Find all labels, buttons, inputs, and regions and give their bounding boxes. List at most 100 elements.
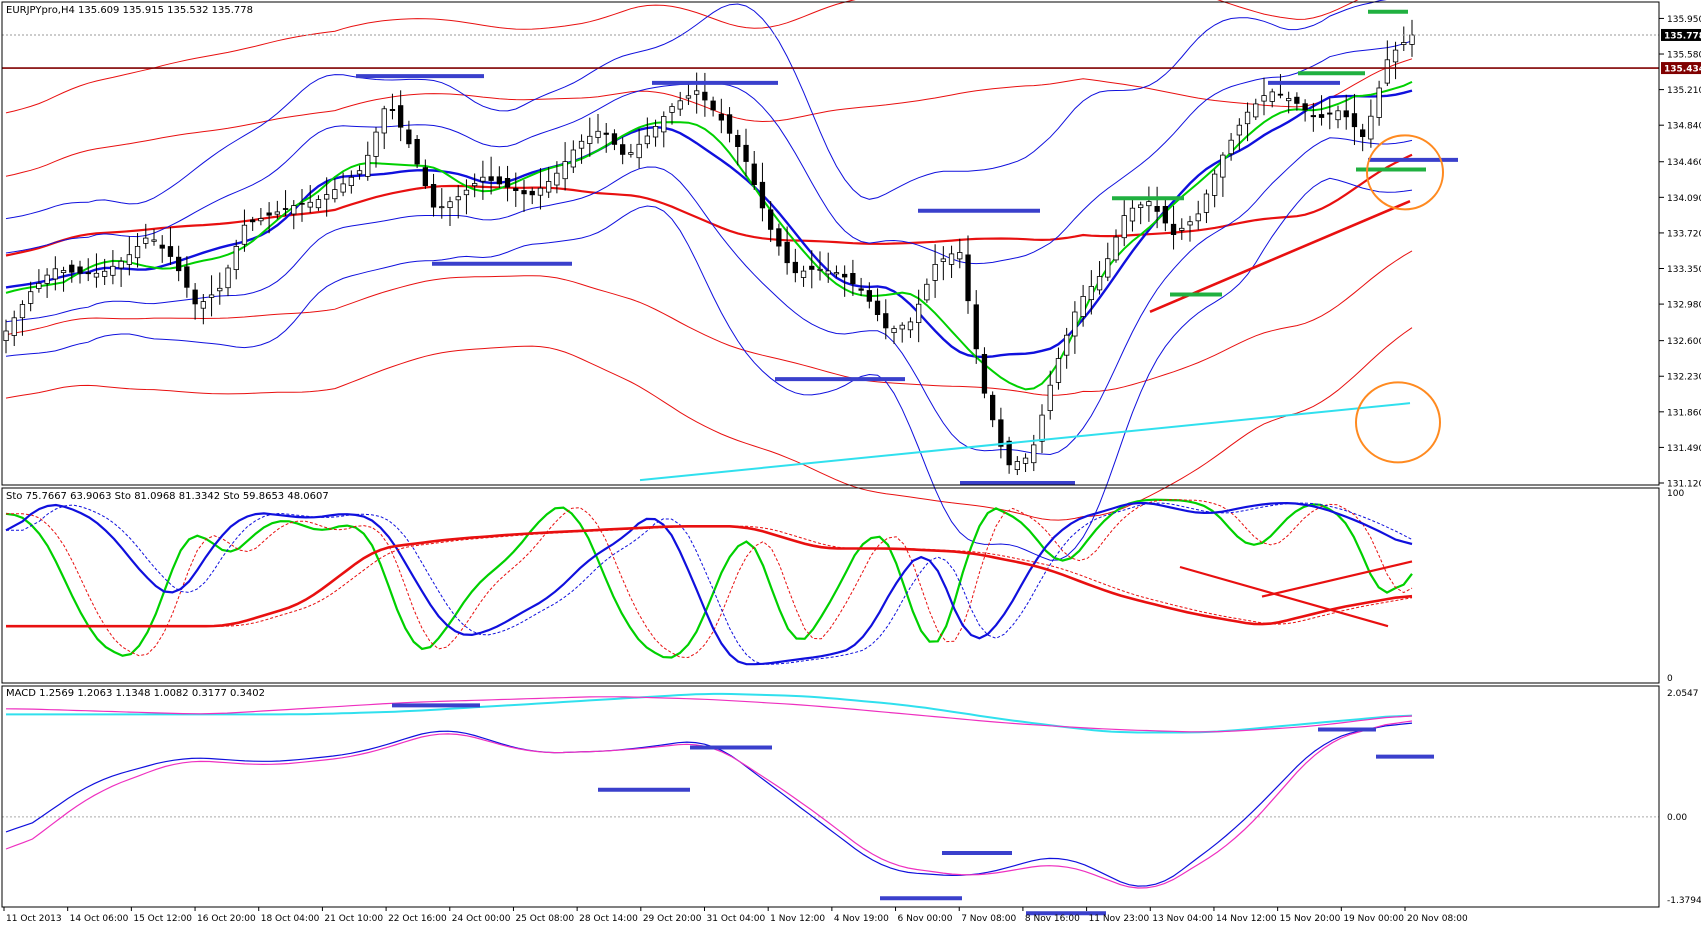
bull-candle (373, 131, 379, 157)
bull-candle (1022, 457, 1029, 464)
bear-candle (776, 228, 782, 247)
bull-candle (957, 252, 963, 260)
bull-candle (315, 199, 322, 209)
current-price-box (1661, 28, 1701, 41)
bull-candle (27, 291, 34, 304)
bull-candle (669, 106, 675, 113)
time-tick-label: 25 Oct 08:00 (515, 914, 574, 924)
bear-candle (1277, 93, 1284, 96)
bull-candle (217, 287, 223, 292)
bull-candle (825, 270, 831, 275)
bear-candle (710, 100, 716, 111)
bear-candle (751, 163, 757, 186)
time-tick-label: 6 Nov 00:00 (898, 914, 953, 924)
bull-candle (570, 149, 576, 168)
bull-candle (225, 267, 231, 289)
price-tick-label: 135.210 (1667, 86, 1701, 96)
bear-candle (1343, 110, 1349, 118)
bull-candle (356, 170, 363, 175)
time-tick-label: 11 Oct 2013 (6, 914, 62, 924)
time-tick-label: 14 Nov 12:00 (1216, 914, 1277, 924)
bear-candle (521, 190, 527, 195)
bull-candle (1253, 103, 1259, 118)
bull-candle (1096, 276, 1103, 291)
price-tick-label: 134.840 (1667, 122, 1701, 132)
bear-candle (603, 132, 609, 135)
bull-candle (3, 330, 9, 342)
macd-tick-label: -1.3794 (1667, 896, 1701, 906)
bull-candle (546, 181, 552, 193)
bear-candle (726, 114, 733, 134)
bull-candle (1138, 204, 1144, 208)
bear-candle (866, 290, 872, 302)
price-tick-label: 135.950 (1667, 15, 1701, 25)
hline-label: 135.434 (1664, 65, 1701, 75)
bear-candle (998, 419, 1004, 447)
bull-candle (677, 100, 683, 110)
bull-candle (800, 270, 807, 278)
main-panel (2, 0, 1659, 561)
bear-candle (77, 266, 83, 274)
bear-candle (1318, 114, 1325, 118)
oscillator-falling-trend-line (1179, 565, 1389, 628)
bear-candle (249, 219, 256, 223)
macd-magenta-line (5, 696, 1413, 733)
macd-tick-label: 2.0547 (1667, 689, 1699, 699)
bear-candle (496, 176, 503, 185)
bull-candle (817, 268, 823, 271)
bull-candle (1236, 124, 1242, 136)
time-tick-label: 29 Oct 20:00 (643, 914, 702, 924)
stochastic-max-label: 100 (1667, 489, 1684, 499)
time-tick-label: 18 Oct 04:00 (261, 914, 320, 924)
hline-label-box (1661, 62, 1701, 75)
lower-band-inner (5, 137, 1413, 456)
bear-candle (1327, 112, 1333, 115)
price-tick-label: 132.230 (1667, 373, 1701, 383)
bear-candle (1351, 113, 1358, 128)
price-tick-label: 132.980 (1667, 301, 1701, 311)
bull-candle (1269, 91, 1275, 102)
bear-candle (990, 394, 996, 421)
price-tick-label: 131.490 (1667, 444, 1701, 454)
bear-candle (743, 144, 749, 162)
bear-candle (792, 261, 798, 274)
price-tick-label: 131.120 (1667, 480, 1701, 490)
bear-candle (488, 176, 494, 181)
bear-candle (1154, 205, 1160, 212)
time-tick-label: 8 Nov 16:00 (1025, 914, 1080, 924)
bull-candle (110, 265, 116, 276)
bear-candle (389, 109, 396, 112)
cyan-trend-line (639, 402, 1411, 482)
bull-candle (52, 268, 58, 280)
price-tick-label: 133.350 (1667, 265, 1701, 275)
bull-candle (348, 176, 355, 187)
price-tick-label: 134.460 (1667, 158, 1701, 168)
bull-candle (381, 108, 387, 134)
bull-candle (340, 183, 346, 193)
bear-candle (759, 181, 766, 209)
bull-candle (1392, 49, 1399, 63)
slow-upper-band-2 (5, 0, 1359, 114)
bear-candle (1360, 129, 1366, 138)
bull-candle (323, 194, 330, 200)
stochastic-green-line (5, 498, 1413, 659)
bull-candle (537, 187, 544, 196)
bear-candle (414, 138, 420, 165)
bear-candle (85, 272, 91, 275)
bull-candle (1368, 115, 1374, 140)
bull-candle (332, 189, 338, 200)
slow-upper-band (5, 58, 1413, 177)
bull-candle (1129, 207, 1136, 222)
bull-candle (1244, 111, 1251, 125)
price-tick-label: 132.600 (1667, 337, 1701, 347)
macd-header-text: MACD 1.2569 1.2063 1.1348 1.0082 0.3177 … (6, 688, 265, 699)
bear-candle (842, 273, 848, 278)
bull-candle (1401, 42, 1407, 45)
bull-candle (1286, 98, 1292, 102)
bull-candle (93, 272, 100, 278)
bull-candle (1031, 444, 1037, 464)
bear-candle (784, 241, 790, 264)
stochastic-red-line (6, 525, 1413, 628)
bear-candle (858, 288, 864, 291)
bull-candle (1072, 311, 1078, 337)
